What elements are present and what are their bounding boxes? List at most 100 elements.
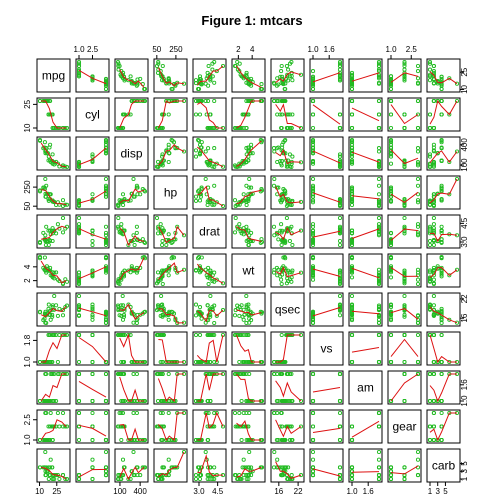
data-point <box>298 473 304 478</box>
panel-mpg-vs-hp <box>153 58 188 93</box>
panel-frame <box>270 97 305 132</box>
data-point <box>239 332 244 338</box>
data-point <box>50 398 55 404</box>
data-point <box>63 424 68 429</box>
panel-frame <box>309 97 344 132</box>
data-point <box>214 313 219 318</box>
panel-frame <box>75 409 110 444</box>
panel-frame <box>231 409 266 444</box>
panel-frame <box>153 253 188 288</box>
data-point <box>55 410 60 416</box>
panel-disp-vs-am <box>348 136 383 171</box>
data-point <box>275 159 280 165</box>
data-point <box>310 112 316 117</box>
data-point <box>122 197 127 202</box>
smooth-line <box>236 309 262 316</box>
panel-frame <box>426 448 461 483</box>
data-point <box>160 465 165 470</box>
data-point <box>46 332 51 338</box>
data-point <box>310 74 316 79</box>
data-point <box>193 476 199 482</box>
panel-frame <box>192 409 227 444</box>
data-point <box>46 302 51 307</box>
data-point <box>431 424 436 429</box>
data-point <box>402 76 407 81</box>
data-point <box>388 74 394 79</box>
panel-frame <box>75 253 110 288</box>
data-point <box>210 307 215 312</box>
data-point <box>155 231 161 236</box>
data-point <box>48 410 53 416</box>
axis-tick-label: 25 <box>23 99 32 108</box>
data-point <box>402 277 407 282</box>
axis-tick-label: 1 <box>460 476 469 481</box>
data-point <box>349 318 355 323</box>
data-point <box>131 194 136 199</box>
data-point <box>376 222 382 227</box>
panel-am-vs-cyl <box>75 370 110 405</box>
smooth-line <box>236 466 262 478</box>
data-point <box>134 410 139 416</box>
data-point <box>233 424 238 429</box>
data-point <box>57 332 62 338</box>
panel-wt-vs-carb <box>426 253 461 288</box>
data-point <box>55 222 60 227</box>
data-point <box>244 70 249 75</box>
data-point <box>206 83 211 88</box>
data-point <box>388 76 394 81</box>
panel-frame <box>348 292 383 327</box>
panel-cyl-vs-vs <box>309 97 344 132</box>
smooth-line <box>78 307 107 317</box>
data-point <box>48 457 53 462</box>
data-point <box>212 320 217 326</box>
data-point <box>199 255 204 260</box>
data-point <box>376 224 382 229</box>
data-point <box>241 125 246 131</box>
data-point <box>290 78 295 83</box>
panel-frame <box>348 58 383 93</box>
data-point <box>166 437 171 443</box>
data-point <box>48 142 53 147</box>
data-point <box>120 317 126 322</box>
data-point <box>193 154 199 159</box>
panel-frame <box>75 292 110 327</box>
data-point <box>287 437 292 443</box>
data-point <box>166 457 171 462</box>
data-point <box>132 242 137 248</box>
data-point <box>90 192 95 197</box>
smooth-line <box>197 185 224 207</box>
panel-frame <box>36 448 71 483</box>
data-point <box>427 224 433 229</box>
data-point <box>214 200 219 205</box>
data-point <box>376 146 382 151</box>
data-point <box>454 267 460 272</box>
panel-frame <box>270 331 305 366</box>
panel-frame <box>387 409 422 444</box>
panel-frame <box>75 448 110 483</box>
data-point <box>298 398 304 404</box>
data-point <box>246 332 251 338</box>
data-point <box>103 410 109 416</box>
data-point <box>439 316 444 321</box>
panel-frame <box>309 448 344 483</box>
data-point <box>274 265 279 270</box>
data-point <box>310 192 316 197</box>
panel-hp-vs-mpg <box>36 175 71 210</box>
panel-mpg-vs-gear <box>387 58 422 93</box>
panel-frame <box>348 175 383 210</box>
data-point <box>427 152 433 157</box>
data-point <box>415 313 421 318</box>
data-point <box>203 98 208 104</box>
data-point <box>349 305 355 310</box>
smooth-line <box>40 373 67 402</box>
data-point <box>376 273 382 278</box>
data-point <box>214 277 219 282</box>
data-point <box>166 145 171 150</box>
data-point <box>349 112 355 117</box>
data-point <box>349 72 355 77</box>
data-point <box>388 476 394 482</box>
data-point <box>220 281 226 286</box>
data-point <box>279 125 284 131</box>
data-point <box>42 255 47 260</box>
data-point <box>103 437 109 443</box>
